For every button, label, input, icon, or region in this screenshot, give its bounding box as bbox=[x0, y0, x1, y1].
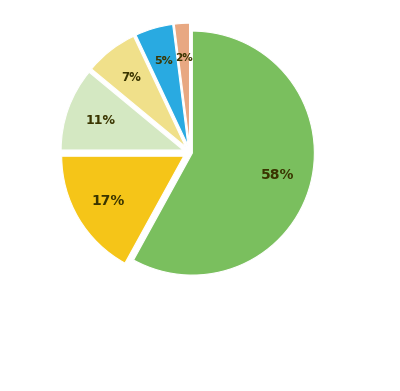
Wedge shape bbox=[174, 23, 190, 145]
Wedge shape bbox=[62, 156, 184, 263]
Text: 17%: 17% bbox=[92, 194, 125, 208]
Wedge shape bbox=[92, 36, 186, 147]
Text: 58%: 58% bbox=[261, 168, 294, 182]
Wedge shape bbox=[136, 24, 188, 145]
Text: 7%: 7% bbox=[122, 71, 142, 84]
Text: 2%: 2% bbox=[175, 52, 193, 63]
Text: 11%: 11% bbox=[86, 114, 116, 127]
Text: 5%: 5% bbox=[154, 56, 173, 66]
Wedge shape bbox=[61, 72, 183, 150]
Wedge shape bbox=[134, 31, 314, 275]
